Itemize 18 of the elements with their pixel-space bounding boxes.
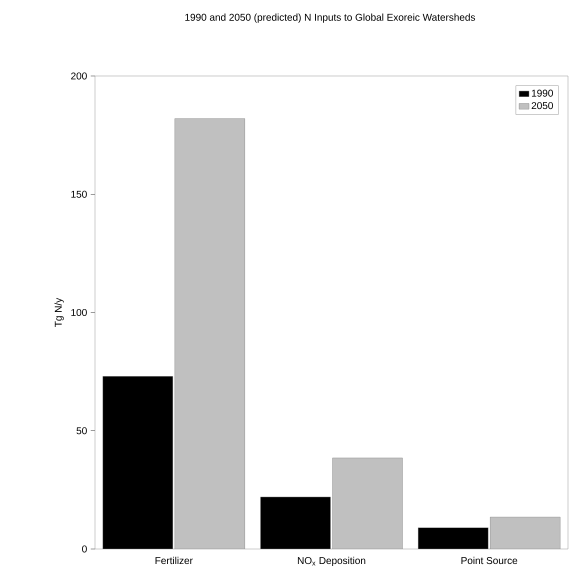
legend-label: 1990 xyxy=(532,90,553,97)
bar xyxy=(490,516,560,549)
bar xyxy=(332,458,402,549)
y-tick-label: 100 xyxy=(71,308,87,316)
x-tick-label: NO$_{x}$ Deposition xyxy=(298,556,366,566)
chart-title: 1990 and 2050 (predicted) N Inputs to Global Exoreic Watersheds xyxy=(185,14,476,23)
bar xyxy=(102,376,173,549)
y-tick-label: 0 xyxy=(82,545,87,553)
legend-label: 2050 xyxy=(532,102,553,110)
bar xyxy=(260,496,331,549)
y-tick-label: 50 xyxy=(76,427,87,434)
y-tick-label: 200 xyxy=(71,72,87,80)
bar xyxy=(418,528,488,549)
y-tick-label: 150 xyxy=(71,190,87,198)
bar xyxy=(174,118,245,549)
y-axis-title: Tg N/y xyxy=(54,298,64,327)
x-tick-label: Fertilizer xyxy=(156,556,193,564)
x-tick-label: Point Source xyxy=(461,556,518,564)
